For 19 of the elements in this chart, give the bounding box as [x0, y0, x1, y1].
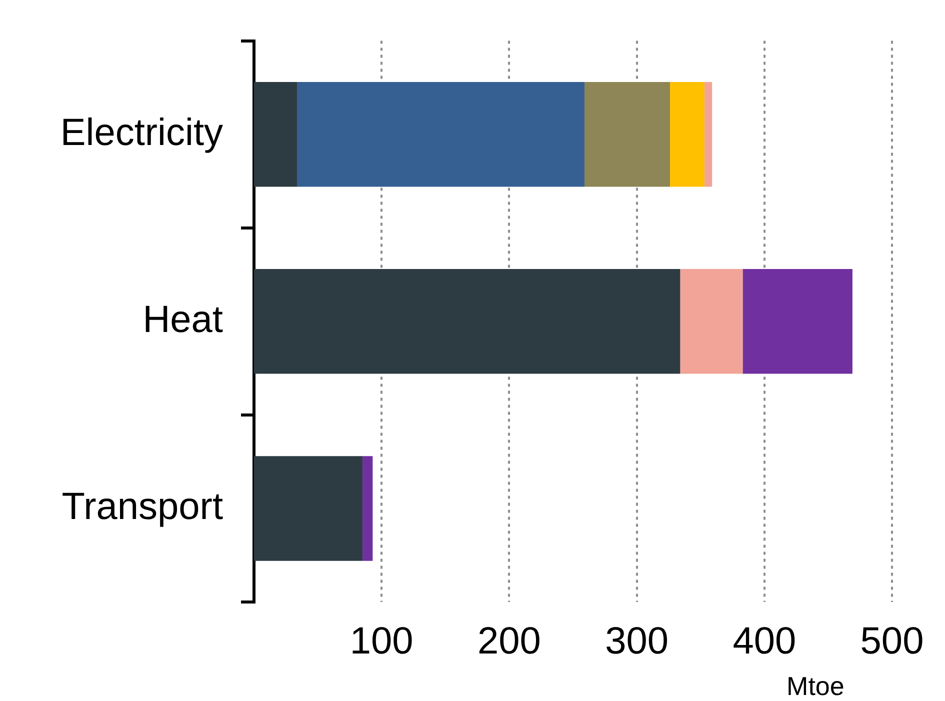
x-tick-label: 300 — [605, 620, 669, 662]
x-tick-label: 500 — [860, 620, 924, 662]
x-tick-label: 200 — [477, 620, 541, 662]
bar — [742, 269, 852, 374]
y-tick-label: Electricity — [60, 112, 223, 154]
bar — [297, 82, 584, 187]
y-tick-label: Heat — [142, 298, 224, 341]
y-tick-label: Transport — [62, 486, 224, 528]
bar — [670, 82, 704, 187]
bar — [254, 456, 362, 561]
bar — [584, 82, 670, 187]
x-tick-label: 100 — [350, 620, 414, 662]
bar — [254, 82, 298, 187]
bar — [704, 82, 712, 187]
x-axis-title: Mtoe — [786, 671, 844, 701]
bar — [254, 269, 680, 374]
x-tick-label: 400 — [732, 620, 796, 662]
bar — [680, 269, 743, 374]
bar — [362, 456, 373, 561]
